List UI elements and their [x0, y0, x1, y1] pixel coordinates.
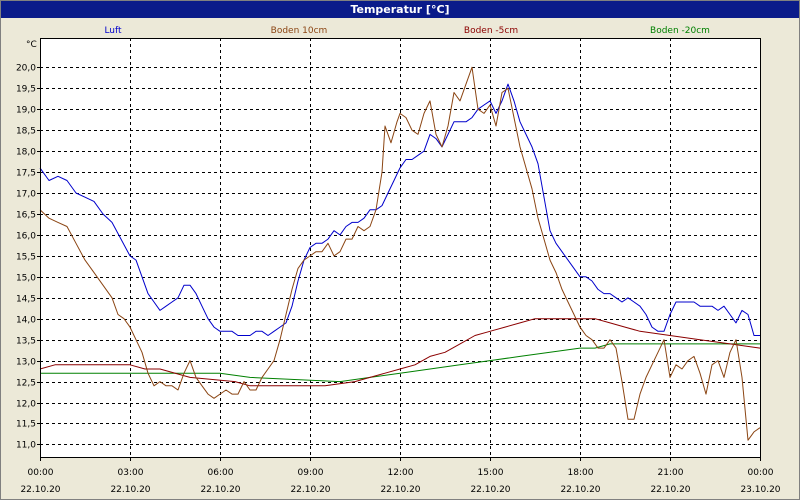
y-tick-label: 13,5 — [16, 337, 36, 347]
x-tick-date: 22.10.20 — [110, 485, 150, 495]
y-tick-label: 12,5 — [16, 379, 36, 389]
y-tick-label: 14,5 — [16, 295, 36, 305]
x-tick-time: 09:00 — [298, 468, 324, 478]
x-tick-date: 22.10.20 — [470, 485, 510, 495]
y-tick-label: 16,0 — [16, 232, 36, 242]
y-tick-label: 16,5 — [16, 211, 36, 221]
y-axis: 11,0 11,5 12,0 12,5 13,0 13,5 14,0 14,5 15,0 15,5… — [16, 64, 40, 451]
legend: Luft Boden 10cm Boden -5cm Boden -20cm — [104, 26, 710, 36]
x-tick-date: 22.10.20 — [650, 485, 690, 495]
x-tick-time: 06:00 — [208, 468, 234, 478]
x-tick-time: 12:00 — [388, 468, 414, 478]
y-tick-label: 18,0 — [16, 148, 36, 158]
chart-title: Temperatur [°C] — [1, 1, 799, 18]
y-axis-unit: °C — [26, 40, 37, 50]
y-tick-label: 20,0 — [16, 64, 36, 74]
x-tick-date: 23.10.20 — [740, 485, 780, 495]
legend-item-2: Boden -5cm — [464, 26, 518, 36]
y-tick-label: 13,0 — [16, 358, 36, 368]
y-tick-label: 11,5 — [16, 420, 36, 430]
x-tick-date: 22.10.20 — [200, 485, 240, 495]
series-line-3 — [40, 343, 760, 383]
y-tick-label: 15,0 — [16, 274, 36, 284]
series-layer — [39, 66, 761, 441]
y-tick-label: 11,0 — [16, 441, 36, 451]
y-tick-label: 17,5 — [16, 169, 36, 179]
x-tick-time: 21:00 — [658, 468, 684, 478]
y-tick-label: 17,0 — [16, 190, 36, 200]
x-tick-time: 00:00 — [748, 468, 774, 478]
y-tick-label: 18,5 — [16, 127, 36, 137]
y-tick-label: 19,0 — [16, 106, 36, 116]
x-tick-date: 22.10.20 — [20, 485, 60, 495]
series-line-0 — [39, 83, 760, 336]
x-tick-date: 22.10.20 — [560, 485, 600, 495]
x-tick-date: 22.10.20 — [290, 485, 330, 495]
x-tick-date: 22.10.20 — [380, 485, 420, 495]
y-tick-label: 15,5 — [16, 253, 36, 263]
legend-item-3: Boden -20cm — [650, 26, 710, 36]
x-tick-time: 18:00 — [568, 468, 594, 478]
legend-item-1: Boden 10cm — [271, 26, 328, 36]
x-tick-time: 03:00 — [118, 468, 144, 478]
series-line-2 — [39, 318, 761, 387]
x-tick-time: 00:00 — [28, 468, 54, 478]
series-line-1 — [39, 66, 761, 441]
y-tick-label: 19,5 — [16, 85, 36, 95]
y-tick-label: 12,0 — [16, 400, 36, 410]
y-tick-label: 14,0 — [16, 316, 36, 326]
x-tick-time: 15:00 — [478, 468, 504, 478]
x-axis: 00:00 22.10.20 03:00 22.10.20 06:00 22.10.20 0… — [20, 457, 781, 495]
legend-item-0: Luft — [104, 26, 122, 36]
grid-lines — [40, 38, 760, 457]
